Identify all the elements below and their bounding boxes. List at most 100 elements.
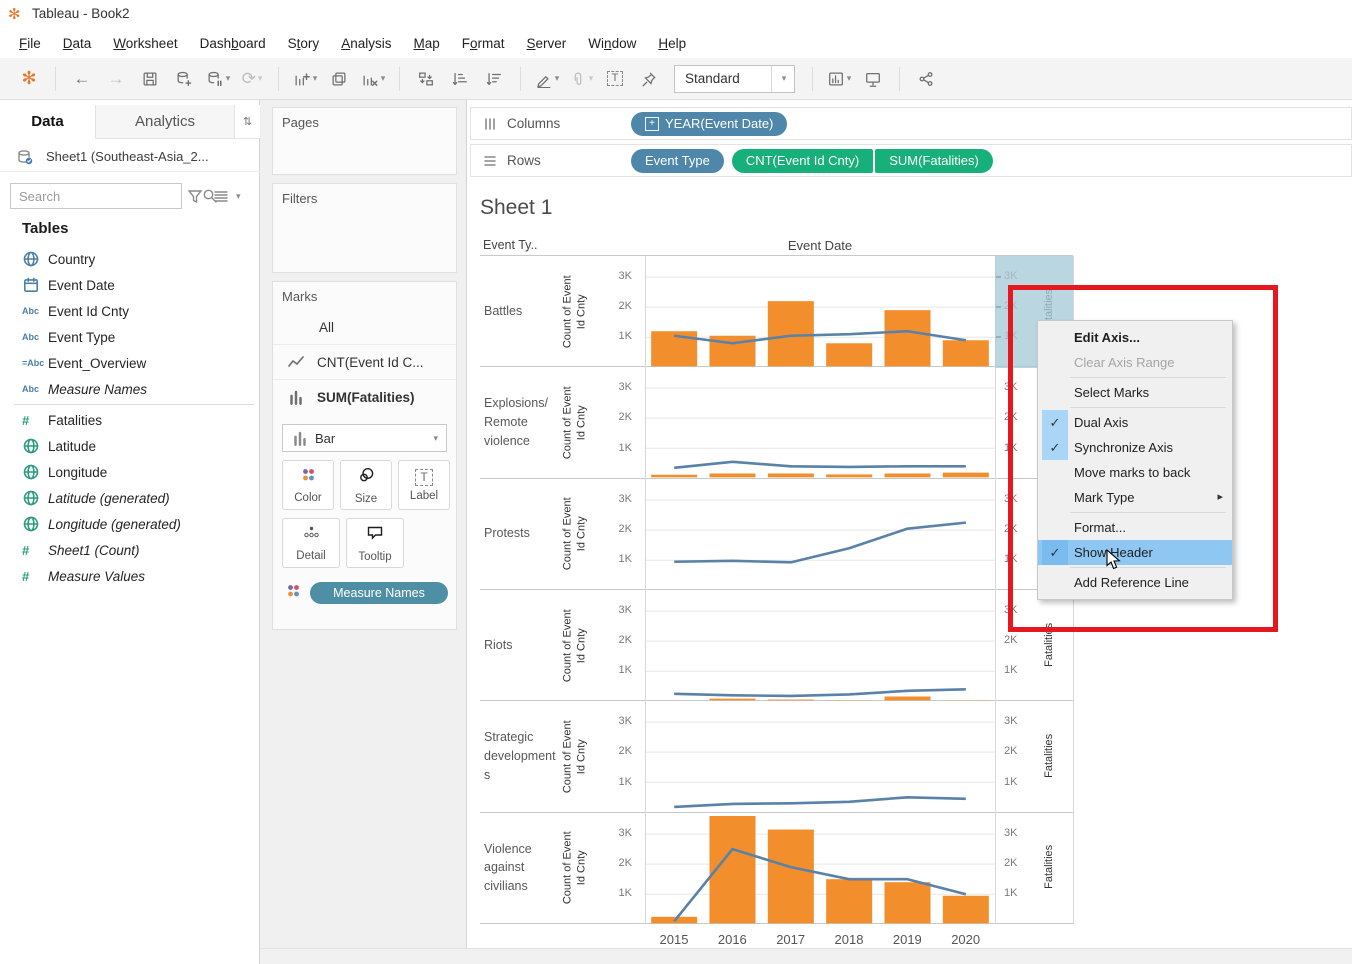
plot-area[interactable] xyxy=(645,367,995,478)
x-axis-label[interactable]: 2018 xyxy=(820,932,878,947)
new-worksheet-icon[interactable]: ▾ xyxy=(292,65,318,93)
fit-mode-dropdown[interactable]: Standard▾ xyxy=(674,65,795,93)
menu-item-dual-axis[interactable]: ✓Dual Axis xyxy=(1038,410,1232,435)
duplicate-sheet-icon[interactable] xyxy=(326,65,352,93)
row-header-label[interactable]: Riots xyxy=(484,590,556,700)
sort-ascending-icon[interactable] xyxy=(447,65,473,93)
bar-mark[interactable] xyxy=(885,697,931,701)
menu-item-select-marks[interactable]: Select Marks xyxy=(1038,380,1232,405)
share-icon[interactable] xyxy=(913,65,939,93)
datasource-row[interactable]: Sheet1 (Southeast-Asia_2... xyxy=(0,142,260,172)
line-mark[interactable] xyxy=(674,798,966,808)
bar-mark[interactable] xyxy=(768,829,814,923)
field-longitude-generated-[interactable]: Longitude (generated) xyxy=(0,511,258,537)
line-mark[interactable] xyxy=(674,689,966,696)
undo-arrow-icon[interactable]: ← xyxy=(69,65,95,93)
marks-scope-all[interactable]: All xyxy=(273,310,456,344)
bar-mark[interactable] xyxy=(710,699,756,701)
left-axis-title[interactable]: Count of EventId Cnty xyxy=(561,256,589,366)
clear-sheet-icon[interactable]: ▾ xyxy=(360,65,386,93)
fit-mode-caret-icon[interactable]: ▾ xyxy=(771,66,794,92)
bar-mark[interactable] xyxy=(826,879,872,923)
menu-worksheet[interactable]: Worksheet xyxy=(102,32,188,55)
left-axis-title[interactable]: Count of EventId Cnty xyxy=(561,479,589,589)
filters-shelf[interactable]: Filters xyxy=(272,183,457,273)
rows-shelf[interactable]: Rows Event TypeCNT(Event Id Cnty)SUM(Fat… xyxy=(470,144,1352,177)
show-mark-labels-icon[interactable]: T xyxy=(602,65,628,93)
show-hide-cards-icon[interactable]: ▾ xyxy=(826,65,852,93)
field-event-date[interactable]: Event Date xyxy=(0,272,258,298)
row-header-label[interactable]: Protests xyxy=(484,479,556,589)
field-measure-names[interactable]: AbcMeasure Names xyxy=(0,376,258,402)
menu-item-format-[interactable]: Format... xyxy=(1038,515,1232,540)
x-axis-label[interactable]: 2020 xyxy=(937,932,995,947)
menu-item-synchronize-axis[interactable]: ✓Synchronize Axis xyxy=(1038,435,1232,460)
bar-mark[interactable] xyxy=(885,882,931,923)
measure-names-pill[interactable]: Measure Names xyxy=(310,582,448,604)
left-axis-title[interactable]: Count of EventId Cnty xyxy=(561,702,589,812)
menu-window[interactable]: Window xyxy=(577,32,647,55)
bar-mark[interactable] xyxy=(768,301,814,366)
x-axis-label[interactable]: 2019 xyxy=(878,932,936,947)
bar-mark[interactable] xyxy=(826,475,872,478)
mark-type-dropdown[interactable]: Bar ▾ xyxy=(282,424,447,452)
row-header-label[interactable]: Explosions/Remote violence xyxy=(484,367,556,477)
add-datasource-icon[interactable] xyxy=(171,65,197,93)
marks-scope-1[interactable]: CNT(Event Id C... xyxy=(273,344,456,379)
columns-shelf[interactable]: Columns +YEAR(Event Date) xyxy=(470,107,1352,140)
left-axis-title[interactable]: Count of EventId Cnty xyxy=(561,590,589,700)
pill-sum-fatalities-[interactable]: SUM(Fatalities) xyxy=(875,149,993,173)
chart-row-battles[interactable]: BattlesCount of EventId Cnty1K1K2K2K3K3K… xyxy=(480,256,1073,367)
field-event-overview[interactable]: =AbcEvent_Overview xyxy=(0,350,258,376)
chart-row-riots[interactable]: RiotsCount of EventId Cnty1K1K2K2K3K3KFa… xyxy=(480,590,1073,701)
x-axis-label[interactable]: 2017 xyxy=(762,932,820,947)
marks-scope-2[interactable]: SUM(Fatalities) xyxy=(273,379,456,414)
menu-dashboard[interactable]: Dashboard xyxy=(189,32,277,55)
plot-area[interactable] xyxy=(645,256,995,367)
field-sheet1-count-[interactable]: #Sheet1 (Count) xyxy=(0,537,258,563)
right-axis-title[interactable]: Fatalities xyxy=(1043,605,1057,685)
menu-item-mark-type[interactable]: Mark Type▸ xyxy=(1038,485,1232,510)
menu-story[interactable]: Story xyxy=(277,32,331,55)
row-header-label[interactable]: Battles xyxy=(484,256,556,366)
row-dimension-header[interactable]: Event Ty.. xyxy=(483,238,537,252)
menu-analysis[interactable]: Analysis xyxy=(330,32,402,55)
bar-mark[interactable] xyxy=(943,340,989,366)
pill-year-event-date[interactable]: +YEAR(Event Date) xyxy=(631,112,787,136)
chart-grid[interactable]: BattlesCount of EventId Cnty1K1K2K2K3K3K… xyxy=(480,256,1073,924)
bar-mark[interactable] xyxy=(885,474,931,478)
field-event-type[interactable]: AbcEvent Type xyxy=(0,324,258,350)
field-fatalities[interactable]: #Fatalities xyxy=(0,407,258,433)
tab-data[interactable]: Data xyxy=(0,105,95,139)
view-list-caret-icon[interactable]: ▾ xyxy=(236,191,241,202)
pages-shelf[interactable]: Pages xyxy=(272,107,457,175)
chart-row-explosions-remote-violence[interactable]: Explosions/Remote violenceCount of Event… xyxy=(480,367,1073,478)
left-axis-title[interactable]: Count of EventId Cnty xyxy=(561,813,589,923)
menu-item-show-header[interactable]: ✓Show Header xyxy=(1038,540,1232,565)
bar-mark[interactable] xyxy=(826,343,872,366)
row-header-label[interactable]: Violence against civilians xyxy=(484,813,556,923)
field-event-id-cnty[interactable]: AbcEvent Id Cnty xyxy=(0,298,258,324)
highlight-icon[interactable]: ▾ xyxy=(534,65,560,93)
tab-analytics[interactable]: Analytics xyxy=(95,105,235,139)
menu-item-edit-axis-[interactable]: Edit Axis... xyxy=(1038,325,1232,350)
tooltip-button[interactable]: Tooltip xyxy=(346,518,404,568)
bar-mark[interactable] xyxy=(768,700,814,701)
menu-file[interactable]: File xyxy=(8,32,52,55)
bar-mark[interactable] xyxy=(768,474,814,478)
search-box[interactable] xyxy=(10,183,182,209)
presentation-mode-icon[interactable] xyxy=(860,65,886,93)
measure-names-legend[interactable]: Measure Names xyxy=(285,582,456,604)
tableau-logo-icon[interactable]: ✻ xyxy=(16,65,42,93)
line-mark[interactable] xyxy=(674,462,966,468)
menu-help[interactable]: Help xyxy=(647,32,697,55)
bar-mark[interactable] xyxy=(710,474,756,478)
row-header-label[interactable]: Strategic developments xyxy=(484,701,556,811)
pill-event-type[interactable]: Event Type xyxy=(631,149,724,173)
menu-server[interactable]: Server xyxy=(516,32,578,55)
field-latitude-generated-[interactable]: Latitude (generated) xyxy=(0,485,258,511)
left-axis-title[interactable]: Count of EventId Cnty xyxy=(561,368,589,478)
menu-item-add-reference-line[interactable]: Add Reference Line xyxy=(1038,570,1232,595)
chart-row-strategic-developments[interactable]: Strategic developmentsCount of EventId C… xyxy=(480,701,1073,812)
plot-area[interactable] xyxy=(645,479,995,590)
